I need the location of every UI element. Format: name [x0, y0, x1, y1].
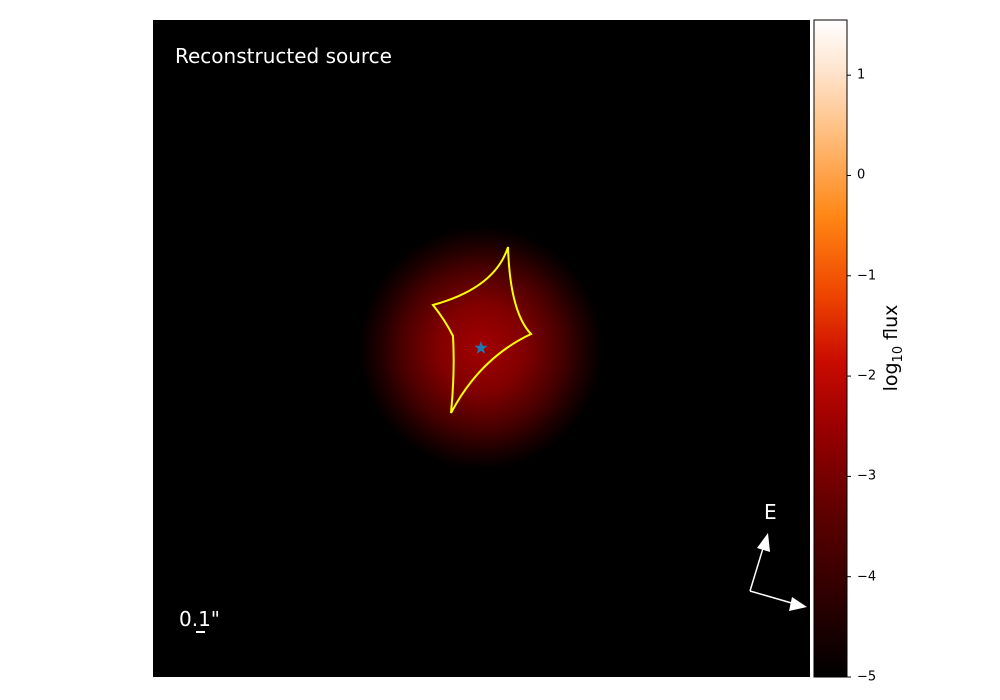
colorbar-tick-label: −4 — [857, 569, 877, 585]
north-arrow-head — [757, 533, 770, 552]
north-arrow-shaft — [749, 544, 765, 592]
colorbar-tick-label: 0 — [857, 167, 866, 183]
colorbar-ticks — [847, 74, 851, 678]
compass-east-label: E — [764, 500, 777, 524]
caustic-curve — [431, 246, 533, 414]
colorbar-tick-label: −5 — [857, 669, 877, 685]
scale-bar-label: 0.1" — [179, 607, 221, 631]
colorbar-tick-label: −1 — [857, 268, 877, 284]
east-arrow-shaft — [749, 590, 796, 605]
colorbar-tick-label: −2 — [857, 368, 877, 384]
compass-arrows — [749, 533, 807, 611]
colorbar-tick-label: −3 — [857, 468, 877, 484]
colorbar-tick-label: 1 — [857, 67, 866, 83]
colorbar-label: log10 flux — [880, 304, 906, 392]
star-marker — [474, 341, 488, 354]
east-arrow-head — [789, 597, 807, 611]
colorbar — [813, 19, 848, 678]
panel-title: Reconstructed source — [175, 44, 392, 68]
